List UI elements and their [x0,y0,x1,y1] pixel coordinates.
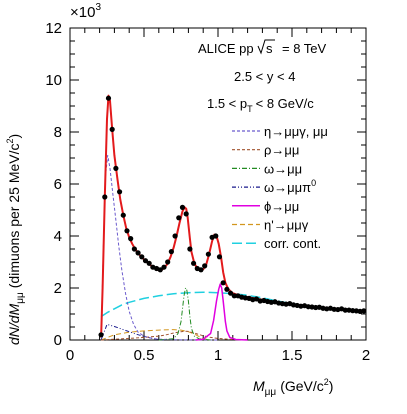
data-point [216,254,223,260]
legend-label-phi: ϕ→μμ [264,199,299,214]
y-tick-label: 12 [45,20,62,37]
data-point [205,251,211,257]
data-point [142,258,149,264]
data-points [98,95,367,338]
series-line-eta [100,154,219,341]
data-point [109,126,115,132]
data-point [179,204,186,210]
series-line-omega [158,287,211,341]
data-point [120,212,126,218]
x-tick-label: 1.5 [282,347,303,364]
data-point [231,293,237,299]
data-point [305,304,311,310]
legend-label-omega: ω→μμ [264,161,302,176]
series-line-etap [100,329,211,341]
data-point [350,308,356,314]
data-point [168,249,174,255]
x-axis-label: Mμμ (GeV/c2) [253,377,333,398]
annotation-rapidity: 2.5 < y < 4 [234,69,295,84]
data-point [157,267,163,273]
data-point [146,260,152,266]
legend-label-omega_pi0: ω→μμπ0 [264,178,316,195]
data-point [183,211,189,217]
axis-ticks: 0 0.5 1 1.5 2 0 2 4 6 8 10 12 [45,20,370,364]
annotation-energy: = 8 TeV [282,41,327,56]
y-tick-label: 2 [54,280,62,297]
y-tick-label: 10 [45,72,62,89]
legend-label-etap: η'→μμγ [264,218,309,233]
data-point [202,263,208,269]
y-tick-label: 8 [54,124,62,141]
data-point [227,290,234,296]
y-axis-label: dN/dMμμ(dimuons per 25 MeV/c2) [5,134,26,345]
data-point [131,246,137,252]
annotation-alice: ALICE pp [198,41,254,56]
annotation-sqrt-s: s [266,41,273,56]
data-point [224,286,230,292]
annotation-pt: 1.5 < pT < 8 GeV/c [207,96,314,114]
data-point [176,215,182,221]
legend: η→μμγ, μμ ρ→μμ ω→μμ ω→μμπ0 ϕ→μμ η'→μμγ corr. c… [232,124,328,251]
y-tick-label: 0 [54,332,62,349]
x-tick-label: 2 [362,347,370,364]
data-point [98,332,104,338]
data-point [198,267,204,273]
x-tick-label: 0.5 [134,347,155,364]
x-tick-label: 1 [214,347,222,364]
data-point [213,233,219,239]
data-point [124,228,130,234]
data-point [190,260,197,266]
series-line-omega_pi0 [100,323,167,341]
data-point [161,264,167,270]
data-point [342,307,348,313]
y-multiplier: ×103 [70,2,101,21]
y-tick-label: 4 [54,228,62,245]
data-point [187,246,193,252]
legend-label-corr: corr. cont. [264,236,321,251]
x-tick-label: 0 [66,347,74,364]
data-point [165,259,171,265]
sqrt-symbol [257,39,275,55]
series-line-rho [101,330,248,341]
data-point [116,189,123,195]
legend-label-eta: η→μμγ, μμ [264,124,328,139]
legend-label-rho: ρ→μμ [264,143,299,158]
data-point [361,308,367,314]
data-point [139,254,145,260]
data-point [135,250,141,256]
data-point [105,95,112,101]
data-point [331,306,337,312]
y-tick-label: 6 [54,176,62,193]
annotation-pt-sub: T [247,104,253,114]
data-point [113,165,119,171]
y-multiplier-exp: 3 [95,2,101,13]
data-point [172,233,178,239]
series-line-phi [195,283,248,341]
data-point [128,236,134,242]
data-point [220,280,226,286]
data-point [102,194,108,200]
data-point [313,304,319,311]
